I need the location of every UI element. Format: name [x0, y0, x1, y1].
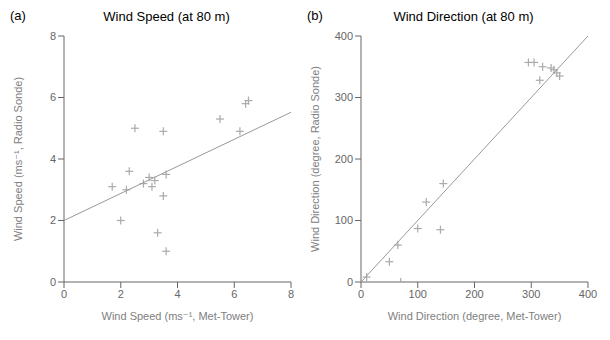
html-text:(a): (a)	[10, 8, 26, 23]
svg-text:6: 6	[231, 288, 237, 300]
svg-text:Wind Direction (degree, Met-To: Wind Direction (degree, Met-Tower)	[388, 310, 562, 322]
svg-text:100: 100	[335, 214, 353, 226]
svg-text:Wind Speed (ms⁻¹, Radio Sonde): Wind Speed (ms⁻¹, Radio Sonde)	[12, 77, 24, 241]
svg-text:4: 4	[50, 153, 56, 165]
svg-text:8: 8	[50, 30, 56, 42]
svg-text:400: 400	[335, 30, 353, 42]
svg-text:0: 0	[358, 288, 364, 300]
svg-text:0: 0	[347, 276, 353, 288]
svg-text:0: 0	[61, 288, 67, 300]
svg-text:100: 100	[409, 288, 427, 300]
svg-text:200: 200	[335, 153, 353, 165]
svg-text:200: 200	[465, 288, 483, 300]
svg-text:400: 400	[579, 288, 597, 300]
svg-text:6: 6	[50, 91, 56, 103]
svg-text:2: 2	[118, 288, 124, 300]
svg-text:8: 8	[288, 288, 294, 300]
svg-text:300: 300	[335, 91, 353, 103]
html-text:Wind Direction (at 80 m): Wind Direction (at 80 m)	[393, 9, 534, 24]
html-text:(b): (b)	[307, 8, 323, 23]
html-text:Wind Speed (at 80 m): Wind Speed (at 80 m)	[103, 9, 230, 24]
svg-text:2: 2	[50, 214, 56, 226]
svg-text:300: 300	[522, 288, 540, 300]
svg-text:0: 0	[50, 276, 56, 288]
svg-text:Wind Direction (degree, Radio: Wind Direction (degree, Radio Sonde)	[309, 66, 321, 252]
svg-text:Wind Speed (ms⁻¹, Met-Tower): Wind Speed (ms⁻¹, Met-Tower)	[102, 310, 254, 322]
svg-text:4: 4	[174, 288, 180, 300]
